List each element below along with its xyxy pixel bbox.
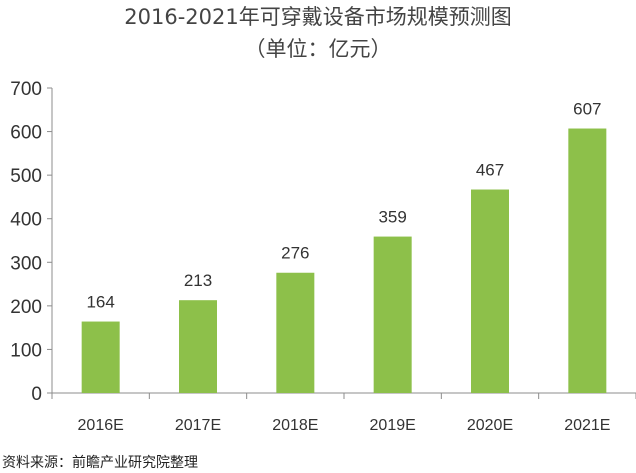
y-tick-label: 700 bbox=[10, 79, 42, 100]
y-tick-label: 600 bbox=[10, 123, 42, 144]
value-label-2019E: 359 bbox=[378, 208, 406, 227]
x-tick-label: 2017E bbox=[175, 417, 221, 434]
bar-2020E bbox=[471, 189, 509, 393]
value-labels: 164 213 276 359 467 607 bbox=[86, 100, 601, 312]
source-note: 资料来源：前瞻产业研究院整理 bbox=[2, 454, 198, 471]
bars bbox=[81, 128, 607, 393]
y-tick-label: 300 bbox=[10, 253, 42, 274]
bar-2021E bbox=[568, 128, 607, 393]
bar-2017E bbox=[179, 300, 217, 393]
value-label-2017E: 213 bbox=[184, 271, 212, 290]
value-label-2016E: 164 bbox=[86, 293, 114, 312]
bar-2019E bbox=[373, 236, 412, 393]
y-tick-label: 500 bbox=[10, 166, 42, 187]
x-tick-label: 2020E bbox=[467, 417, 513, 434]
bar-2018E bbox=[276, 272, 315, 393]
value-label-2021E: 607 bbox=[573, 100, 601, 119]
y-tick-label: 0 bbox=[31, 384, 42, 405]
x-tick-label: 2018E bbox=[272, 417, 318, 434]
value-label-2020E: 467 bbox=[476, 161, 504, 180]
value-label-2018E: 276 bbox=[281, 244, 309, 263]
y-tick-label: 400 bbox=[10, 210, 42, 231]
y-tick-label: 200 bbox=[10, 297, 42, 318]
x-tick-label: 2021E bbox=[564, 417, 610, 434]
chart-subtitle: （单位：亿元） bbox=[245, 37, 392, 61]
y-tick-label: 100 bbox=[10, 340, 42, 361]
bar-2016E bbox=[81, 321, 120, 393]
chart-title: 2016-2021年可穿戴设备市场规模预测图 bbox=[124, 5, 511, 29]
x-tick-label: 2019E bbox=[370, 417, 416, 434]
y-axis: 0 100 200 300 400 500 600 700 bbox=[10, 79, 53, 405]
x-axis: 2016E 2017E 2018E 2019E 2020E 2021E bbox=[51, 392, 636, 434]
x-tick-label: 2016E bbox=[78, 417, 124, 434]
